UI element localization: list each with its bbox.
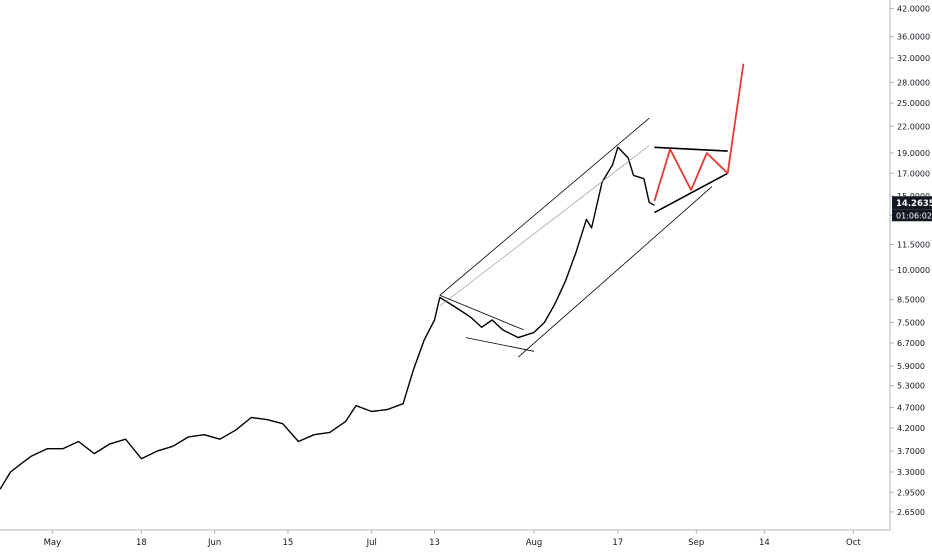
time-tick-label: Sep <box>688 538 704 548</box>
price-tick-label: 36.0000 <box>897 33 930 42</box>
last-price-marker: 14.2635 01:06:02 <box>892 196 932 222</box>
time-tick-label: Jul <box>366 538 377 548</box>
price-tick-label: 19.0000 <box>897 149 930 158</box>
price-tick-label: 5.9000 <box>897 362 925 371</box>
price-tick-label: 10.0000 <box>897 266 930 275</box>
triangle-bottom-annotation <box>654 172 729 214</box>
flag-line-annotation <box>465 337 535 352</box>
price-tick-label: 28.0000 <box>897 78 930 87</box>
flag-line-annotation <box>439 294 524 331</box>
price-tick-label: 5.3000 <box>897 382 925 391</box>
triangle-top-annotation <box>654 146 728 152</box>
price-tick-label: 2.6500 <box>897 508 925 517</box>
price-axis[interactable]: 42.0000 36.0000 32.0000 28.0000 25.0000 22.00… <box>890 4 930 517</box>
price-tick-label: 11.5000 <box>897 240 930 249</box>
price-tick-label: 4.2000 <box>897 424 925 433</box>
price-tick-label: 42.0000 <box>897 4 930 13</box>
countdown-box <box>892 209 932 222</box>
price-tick-label: 6.7000 <box>897 339 925 348</box>
channel-line-annotation <box>518 186 713 358</box>
time-tick-label: 14 <box>759 538 770 548</box>
time-tick-label: Aug <box>526 538 543 548</box>
time-tick-label: 15 <box>283 538 294 548</box>
price-tick-label: 2.9500 <box>897 488 925 497</box>
channel-line-annotation <box>439 117 650 296</box>
projection-annotation <box>653 63 745 202</box>
price-tick-label: 25.0000 <box>897 99 930 108</box>
price-tick-label: 17.0000 <box>897 169 930 178</box>
price-tick-label: 4.7000 <box>897 404 925 413</box>
bar-countdown-label: 01:06:02 <box>896 211 932 220</box>
time-tick-label: Oct <box>846 538 861 548</box>
time-tick-label: Jun <box>207 538 221 548</box>
price-tick-label: 7.5000 <box>897 318 925 327</box>
channel-mid-annotation <box>439 145 650 307</box>
time-tick-label: May <box>44 538 62 548</box>
time-tick-label: 13 <box>429 538 440 548</box>
price-tick-label: 8.5000 <box>897 296 925 305</box>
time-axis[interactable]: May 18 Jun 15 Jul 13 Aug 17 Sep 14 Oct <box>44 530 862 548</box>
last-price-box <box>892 196 932 210</box>
price-tick-label: 22.0000 <box>897 122 930 131</box>
price-tick-label: 3.3000 <box>897 468 925 477</box>
time-tick-label: 18 <box>136 538 147 548</box>
plot-area <box>0 63 745 490</box>
time-tick-label: 17 <box>612 538 623 548</box>
price-tick-label: 32.0000 <box>897 54 930 63</box>
price-series-line <box>0 146 655 490</box>
last-price-label: 14.2635 <box>896 199 932 209</box>
price-tick-label: 3.7000 <box>897 447 925 456</box>
